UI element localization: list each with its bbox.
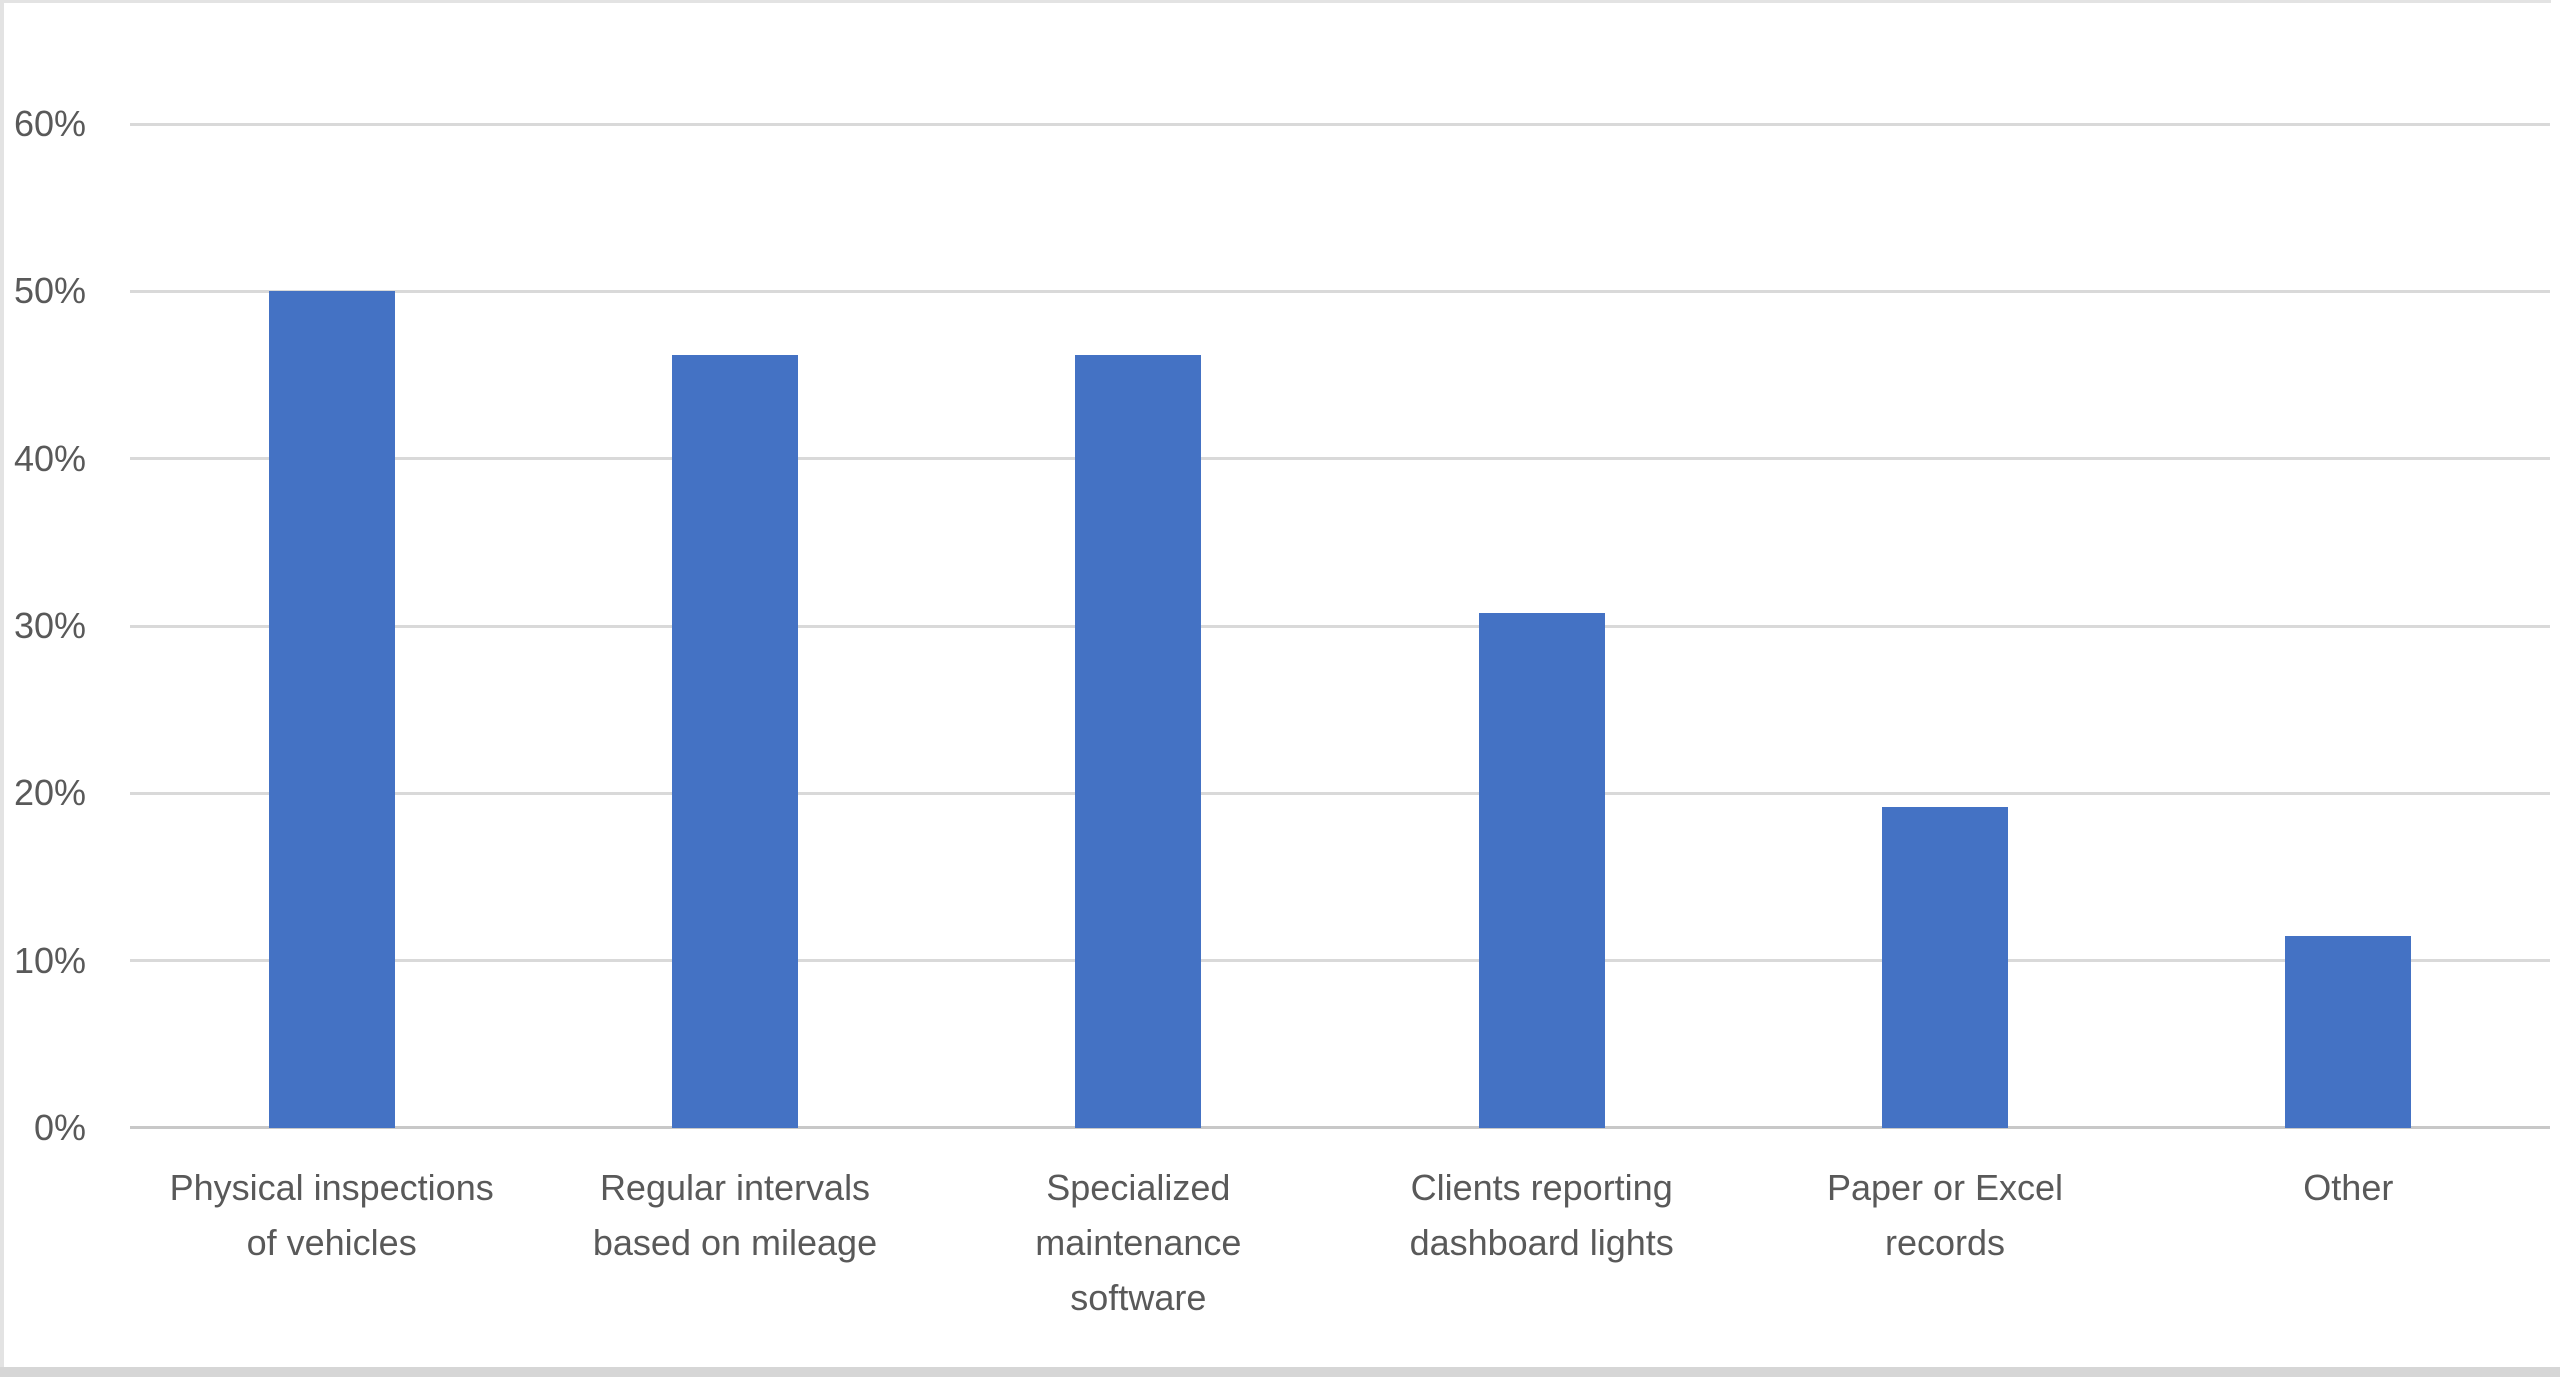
x-axis-line xyxy=(130,1126,2550,1129)
x-label-line: Paper or Excel xyxy=(1826,1167,2064,1208)
bar-5 xyxy=(1882,806,2008,1128)
x-label-line: Specialized xyxy=(1046,1167,1231,1208)
y-tick-50%: 50% xyxy=(13,270,86,312)
frame-border-top xyxy=(0,0,2551,3)
x-label-3: Specialized maintenance software xyxy=(928,1160,1348,1325)
y-tick-30%: 30% xyxy=(13,605,86,646)
x-label-line: dashboard lights xyxy=(1409,1222,1674,1263)
y-tick-10%: 10% xyxy=(13,939,86,981)
x-label-5: Paper or Excel records xyxy=(1735,1160,2155,1270)
x-label-line: Regular intervals xyxy=(599,1167,871,1208)
x-label-line: software xyxy=(1070,1277,1207,1318)
bar-4 xyxy=(1478,612,1605,1128)
gridline-20% xyxy=(130,791,2550,795)
x-label-2: Regular intervals based on mileage xyxy=(525,1160,945,1270)
y-tick-40%: 40% xyxy=(13,437,86,479)
x-label-6: Other xyxy=(2138,1160,2558,1215)
x-label-line: records xyxy=(1884,1222,2006,1263)
x-label-line: Clients reporting xyxy=(1410,1167,1673,1208)
gridline-30% xyxy=(130,624,2550,628)
y-tick-60%: 60% xyxy=(13,103,86,144)
x-label-line: of vehicles xyxy=(246,1222,417,1263)
bar-6 xyxy=(2285,935,2412,1128)
y-tick-0%: 0% xyxy=(33,1107,86,1148)
plot-area xyxy=(130,122,2550,1129)
x-label-line: maintenance xyxy=(1035,1222,1242,1263)
gridline-40% xyxy=(130,457,2550,461)
gridline-10% xyxy=(130,959,2550,963)
frame-bottom-band xyxy=(0,1367,2560,1377)
x-label-line: based on mileage xyxy=(592,1222,878,1263)
gridline-50% xyxy=(130,289,2550,293)
x-label-line: Other xyxy=(2303,1167,2394,1208)
gridline-60% xyxy=(130,122,2550,126)
bar-3 xyxy=(1075,354,1202,1128)
bar-1 xyxy=(268,291,395,1128)
x-label-1: Physical inspections of vehicles xyxy=(122,1160,542,1270)
bar-2 xyxy=(672,354,798,1128)
x-label-line: Physical inspections xyxy=(169,1167,494,1208)
frame-border-left xyxy=(0,0,4,1368)
y-tick-20%: 20% xyxy=(13,772,86,814)
x-label-4: Clients reporting dashboard lights xyxy=(1332,1160,1752,1270)
